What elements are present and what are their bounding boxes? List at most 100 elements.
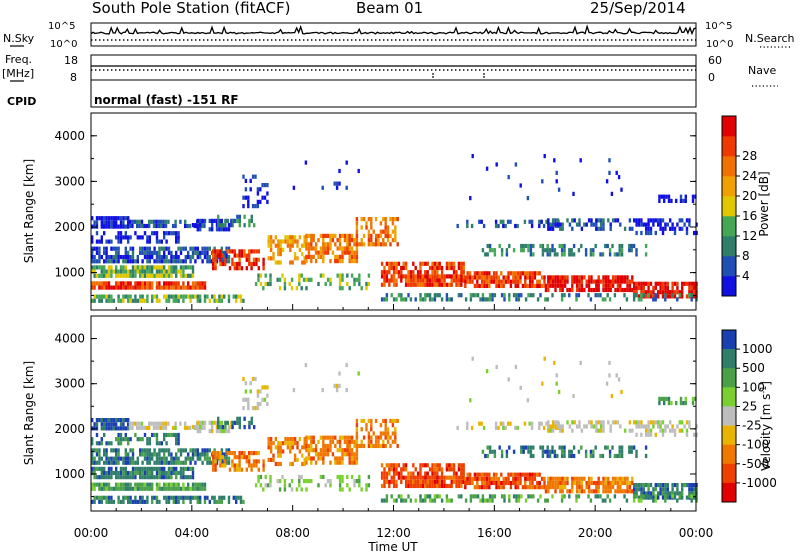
power-cell bbox=[203, 255, 207, 260]
velocity-cell bbox=[693, 491, 696, 496]
velocity-cell bbox=[172, 425, 175, 430]
velocity-cell bbox=[400, 471, 403, 476]
power-cell bbox=[301, 260, 304, 265]
power-cell bbox=[214, 266, 217, 271]
velocity-cell bbox=[431, 467, 434, 472]
velocity-cell bbox=[107, 470, 111, 476]
power-cell bbox=[259, 281, 263, 287]
velocity-cell bbox=[597, 485, 600, 490]
velocity-cell bbox=[431, 498, 434, 503]
velocity-cell bbox=[170, 482, 173, 487]
power-cell bbox=[119, 269, 123, 274]
power-cell bbox=[460, 265, 463, 271]
power-cell bbox=[191, 250, 195, 255]
velocity-cell bbox=[165, 475, 168, 480]
power-cell bbox=[628, 283, 632, 288]
power-cell bbox=[93, 269, 96, 274]
velocity-cell bbox=[424, 463, 427, 468]
velocity-cell bbox=[652, 491, 655, 496]
velocity-cell bbox=[547, 489, 550, 494]
power-cell bbox=[220, 250, 223, 255]
power-cell bbox=[122, 294, 125, 299]
velocity-cell bbox=[165, 432, 168, 438]
power-cell bbox=[652, 294, 655, 299]
velocity-cell bbox=[502, 485, 505, 490]
velocity-cell bbox=[301, 445, 304, 450]
power-cell bbox=[424, 278, 427, 283]
velocity-cell bbox=[119, 456, 123, 461]
power-cell bbox=[110, 294, 113, 299]
velocity-cell bbox=[485, 369, 489, 374]
power-cell bbox=[610, 191, 614, 196]
power-cell bbox=[160, 265, 163, 270]
power-cell bbox=[592, 222, 596, 227]
power-cell bbox=[578, 283, 581, 288]
power-cell bbox=[199, 298, 202, 303]
power-cell bbox=[279, 252, 282, 257]
power-cell bbox=[95, 246, 99, 251]
velocity-cell bbox=[529, 453, 533, 459]
ytick-label: 3000 bbox=[54, 174, 85, 188]
velocity-cell bbox=[243, 425, 246, 430]
velocity-cell bbox=[175, 452, 178, 457]
velocity-cell bbox=[199, 452, 202, 457]
power-cell bbox=[153, 265, 156, 270]
power-cell bbox=[690, 290, 693, 295]
velocity-cell bbox=[124, 495, 127, 500]
velocity-cell bbox=[223, 456, 226, 461]
power-cell bbox=[526, 271, 529, 276]
velocity-cell bbox=[478, 476, 481, 481]
power-cell bbox=[187, 281, 190, 286]
power-cell bbox=[657, 294, 660, 299]
power-cell bbox=[460, 282, 463, 287]
power-cell bbox=[141, 281, 144, 286]
velocity-cell bbox=[633, 420, 636, 425]
velocity-cell bbox=[201, 420, 204, 425]
power-cell bbox=[652, 222, 655, 227]
velocity-cell bbox=[110, 475, 113, 480]
velocity-cell bbox=[482, 425, 486, 430]
power-cell bbox=[407, 293, 410, 298]
power-cell bbox=[664, 293, 667, 298]
velocity-cell bbox=[551, 449, 554, 454]
power-cell bbox=[659, 222, 662, 227]
power-cell bbox=[298, 235, 302, 240]
velocity-cell bbox=[136, 456, 139, 461]
power-cell bbox=[119, 255, 123, 260]
velocity-cell bbox=[107, 475, 111, 480]
power-cell bbox=[367, 229, 371, 234]
power-cell bbox=[322, 233, 325, 238]
velocity-cell bbox=[516, 485, 520, 490]
velocity-cell bbox=[143, 456, 147, 461]
velocity-cell bbox=[395, 498, 398, 503]
velocity-cell bbox=[436, 479, 439, 484]
power-cell bbox=[107, 239, 111, 244]
power-cell bbox=[450, 274, 453, 279]
power-cell bbox=[146, 298, 149, 303]
nsearch-tick-bottom: 10^0 bbox=[706, 39, 733, 50]
power-cell bbox=[412, 278, 415, 283]
power-cell bbox=[531, 271, 534, 276]
velocity-cell bbox=[681, 428, 684, 433]
power-cell bbox=[572, 191, 575, 196]
velocity-cell bbox=[105, 418, 108, 423]
velocity-cell bbox=[208, 460, 211, 465]
velocity-cell bbox=[163, 475, 166, 480]
power-cell bbox=[158, 246, 161, 251]
power-cell bbox=[431, 278, 434, 283]
velocity-cell bbox=[547, 476, 550, 481]
velocity-cell bbox=[384, 443, 387, 449]
power-cell bbox=[645, 281, 648, 286]
velocity-cell bbox=[127, 418, 130, 423]
power-cell bbox=[231, 249, 234, 254]
power-cell bbox=[382, 238, 385, 243]
velocity-cell bbox=[495, 364, 498, 370]
velocity-cell bbox=[276, 479, 279, 484]
power-cell bbox=[317, 238, 320, 243]
velocity-cell bbox=[261, 397, 264, 402]
power-cell bbox=[238, 218, 241, 224]
power-cell bbox=[609, 287, 612, 293]
velocity-cell bbox=[305, 443, 308, 449]
velocity-cell bbox=[503, 494, 506, 499]
velocity-cell bbox=[645, 495, 648, 500]
